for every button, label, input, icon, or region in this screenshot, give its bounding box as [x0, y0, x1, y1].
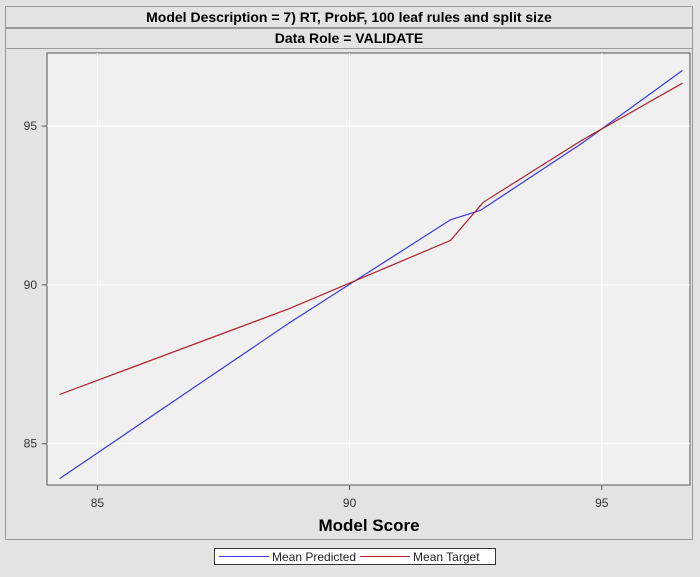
y-tick-label-95: 95: [24, 119, 38, 133]
chart-title: Model Description = 7) RT, ProbF, 100 le…: [5, 6, 693, 28]
plot-area: [46, 52, 691, 486]
series-lines: [59, 70, 683, 480]
y-tick-label-90: 90: [24, 278, 38, 292]
x-tick-label-95: 95: [595, 496, 609, 510]
legend: Mean Predicted Mean Target: [214, 548, 496, 565]
legend-item-mean-target: Mean Target: [360, 550, 480, 564]
chart-subtitle: Data Role = VALIDATE: [5, 28, 693, 49]
x-tick-label-85: 85: [91, 496, 105, 510]
x-tick-label-90: 90: [343, 496, 357, 510]
x-axis-label: Model Score: [318, 516, 419, 535]
legend-swatch-mean-predicted: [219, 556, 269, 557]
legend-label-mean-target: Mean Target: [413, 549, 480, 564]
grid-lines: [47, 53, 690, 485]
series-line-mean-target: [59, 82, 683, 396]
axis-ticks: 85 90 95 85 90 95: [24, 119, 609, 510]
legend-item-mean-predicted: Mean Predicted: [219, 550, 356, 564]
legend-label-mean-predicted: Mean Predicted: [272, 549, 357, 564]
legend-swatch-mean-target: [360, 556, 411, 557]
y-tick-label-85: 85: [24, 437, 38, 451]
